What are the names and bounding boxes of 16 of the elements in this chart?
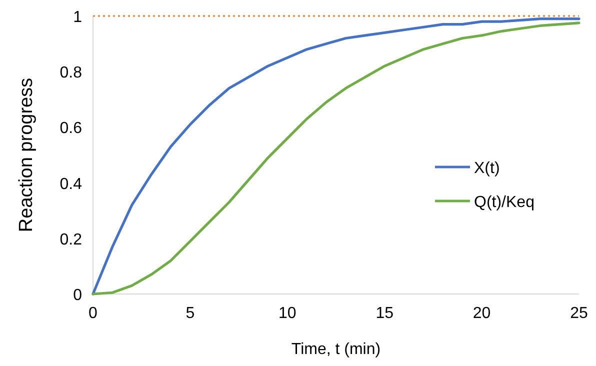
legend-label: Q(t)/Keq xyxy=(474,194,534,211)
y-tick-label: 0.6 xyxy=(60,120,82,138)
y-tick-label: 0.4 xyxy=(60,176,82,193)
x-tick-label: 0 xyxy=(88,305,98,322)
y-tick-label: 0 xyxy=(73,287,82,304)
x-tick-label: 25 xyxy=(570,305,588,322)
y-tick-label: 0.8 xyxy=(60,64,82,82)
x-tick-label: 15 xyxy=(376,305,394,322)
y-tick-label: 1 xyxy=(73,9,82,26)
x-tick-label: 5 xyxy=(186,305,195,322)
x-tick-label: 20 xyxy=(472,305,491,322)
y-axis-title: Reaction progress xyxy=(16,78,37,232)
y-tick-label: 0.2 xyxy=(60,231,82,248)
legend-label: X(t) xyxy=(474,160,500,177)
x-axis-title: Time, t (min) xyxy=(291,341,381,358)
x-tick-label: 10 xyxy=(278,305,296,322)
